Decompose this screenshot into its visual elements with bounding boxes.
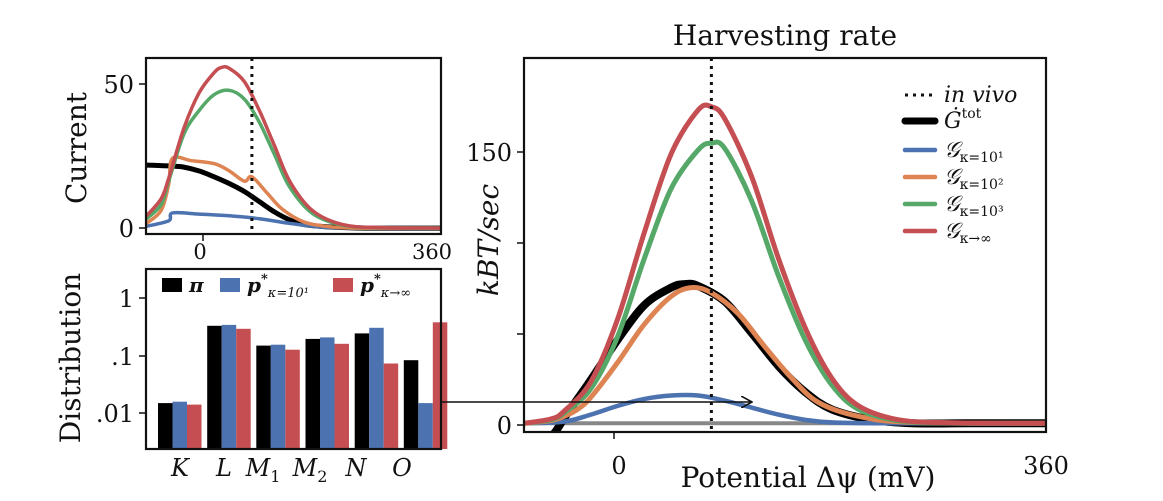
bar-O-pi	[403, 360, 419, 449]
bar-M2-pi	[305, 338, 320, 449]
harvesting-panel: Harvesting rate 150 0 0 360 Potential Δψ…	[466, 19, 1069, 494]
harvesting-xtick-label-0: 0	[611, 452, 626, 480]
bar-K-p-kappa-10-1	[172, 401, 187, 449]
harvesting-legend: in vivo Ġtot 𝒢κ=10¹ 𝒢κ=10² 𝒢κ=10³ 𝒢κ→∞	[901, 83, 1017, 247]
current-series-kappa-inf	[146, 64, 441, 230]
distribution-ylabel: Distribution	[54, 273, 87, 443]
bar-K-pi	[158, 403, 173, 449]
distribution-axes-frame	[144, 267, 443, 451]
bar-M1-p-kappa-10-1	[270, 344, 286, 449]
current-xtick-label-0: 0	[193, 240, 206, 264]
distribution-bars-layer	[158, 322, 448, 449]
harvesting-series-kappa-10-3	[524, 139, 1046, 426]
bar-M1-p-kappa-inf	[285, 349, 300, 449]
category-label-M2: M2	[292, 454, 328, 486]
legend-label-k1: 𝒢κ=10¹	[944, 138, 1004, 166]
legend-label-kinf: 𝒢κ→∞	[944, 219, 992, 247]
bar-N-p-kappa-10-1	[369, 327, 384, 449]
legend-label-p-kappa-inf: p*κ→∞	[360, 272, 411, 301]
category-label-L: L	[215, 454, 232, 482]
distribution-ytick-label-0.1: .1	[111, 343, 134, 371]
harvesting-xlabel: Potential Δψ (mV)	[681, 461, 936, 494]
current-xtick-label-360: 360	[412, 240, 452, 264]
legend-swatch-p-kappa-10	[220, 278, 240, 292]
bar-K-p-kappa-inf	[187, 404, 202, 449]
legend-label-p-kappa-10: p*κ=10¹	[247, 272, 309, 301]
bar-N-p-kappa-inf	[383, 363, 399, 449]
legend-label-k3: 𝒢κ=10³	[944, 192, 1004, 220]
distribution-ytick-label-0.01: .01	[96, 400, 134, 428]
harvesting-axes-frame	[522, 56, 1048, 434]
legend-label-pi: π	[188, 273, 204, 297]
legend-swatch-p-kappa-inf	[333, 278, 353, 292]
harvesting-title: Harvesting rate	[673, 19, 897, 52]
harvesting-series-kappa-10-2	[524, 284, 1046, 426]
current-ytick-label-0: 0	[119, 215, 134, 243]
category-label-K: K	[170, 454, 191, 482]
bar-M2-p-kappa-10-1	[320, 337, 335, 449]
current-ylabel: Current	[60, 91, 93, 204]
current-ytick-label-50: 50	[103, 71, 134, 99]
distribution-ytick-label-1: 1	[119, 285, 134, 313]
current-axes-frame	[144, 56, 443, 236]
harvesting-ylabel: kBT/sec	[472, 184, 505, 297]
harvesting-series-kappa-inf	[524, 102, 1046, 426]
bar-L-pi	[207, 325, 222, 449]
legend-label-invivo: in vivo	[944, 83, 1017, 108]
current-panel: 50 0 0 360 Current	[60, 56, 452, 264]
legend-label-k2: 𝒢κ=10²	[944, 165, 1004, 193]
category-label-M1: M1	[245, 454, 281, 486]
bar-M2-p-kappa-inf	[334, 343, 349, 449]
bar-O-p-kappa-10-1	[418, 403, 433, 449]
harvesting-xtick-label-360: 360	[1023, 452, 1069, 480]
distribution-legend: π p*κ=10¹ p*κ→∞	[162, 272, 411, 301]
bar-N-pi	[354, 333, 370, 449]
category-label-N: N	[345, 454, 368, 482]
bar-M1-pi	[256, 345, 271, 449]
legend-swatch-pi	[162, 278, 182, 292]
harvesting-series-layer	[524, 102, 1046, 432]
bar-L-p-kappa-inf	[236, 328, 251, 449]
harvesting-ytick-label-0: 0	[497, 412, 512, 440]
bar-L-p-kappa-10-1	[221, 324, 237, 449]
legend-label-total: Ġtot	[944, 106, 982, 134]
harvesting-ytick-label-150: 150	[466, 139, 512, 167]
current-series-layer	[146, 64, 441, 231]
category-label-O: O	[392, 454, 412, 482]
distribution-panel: 1 .1 .01 Distribution K L M1 M2 N O π p*…	[54, 267, 448, 486]
distribution-category-labels: K L M1 M2 N O	[170, 454, 412, 486]
harvesting-series-kappa-10-1	[524, 392, 1046, 426]
